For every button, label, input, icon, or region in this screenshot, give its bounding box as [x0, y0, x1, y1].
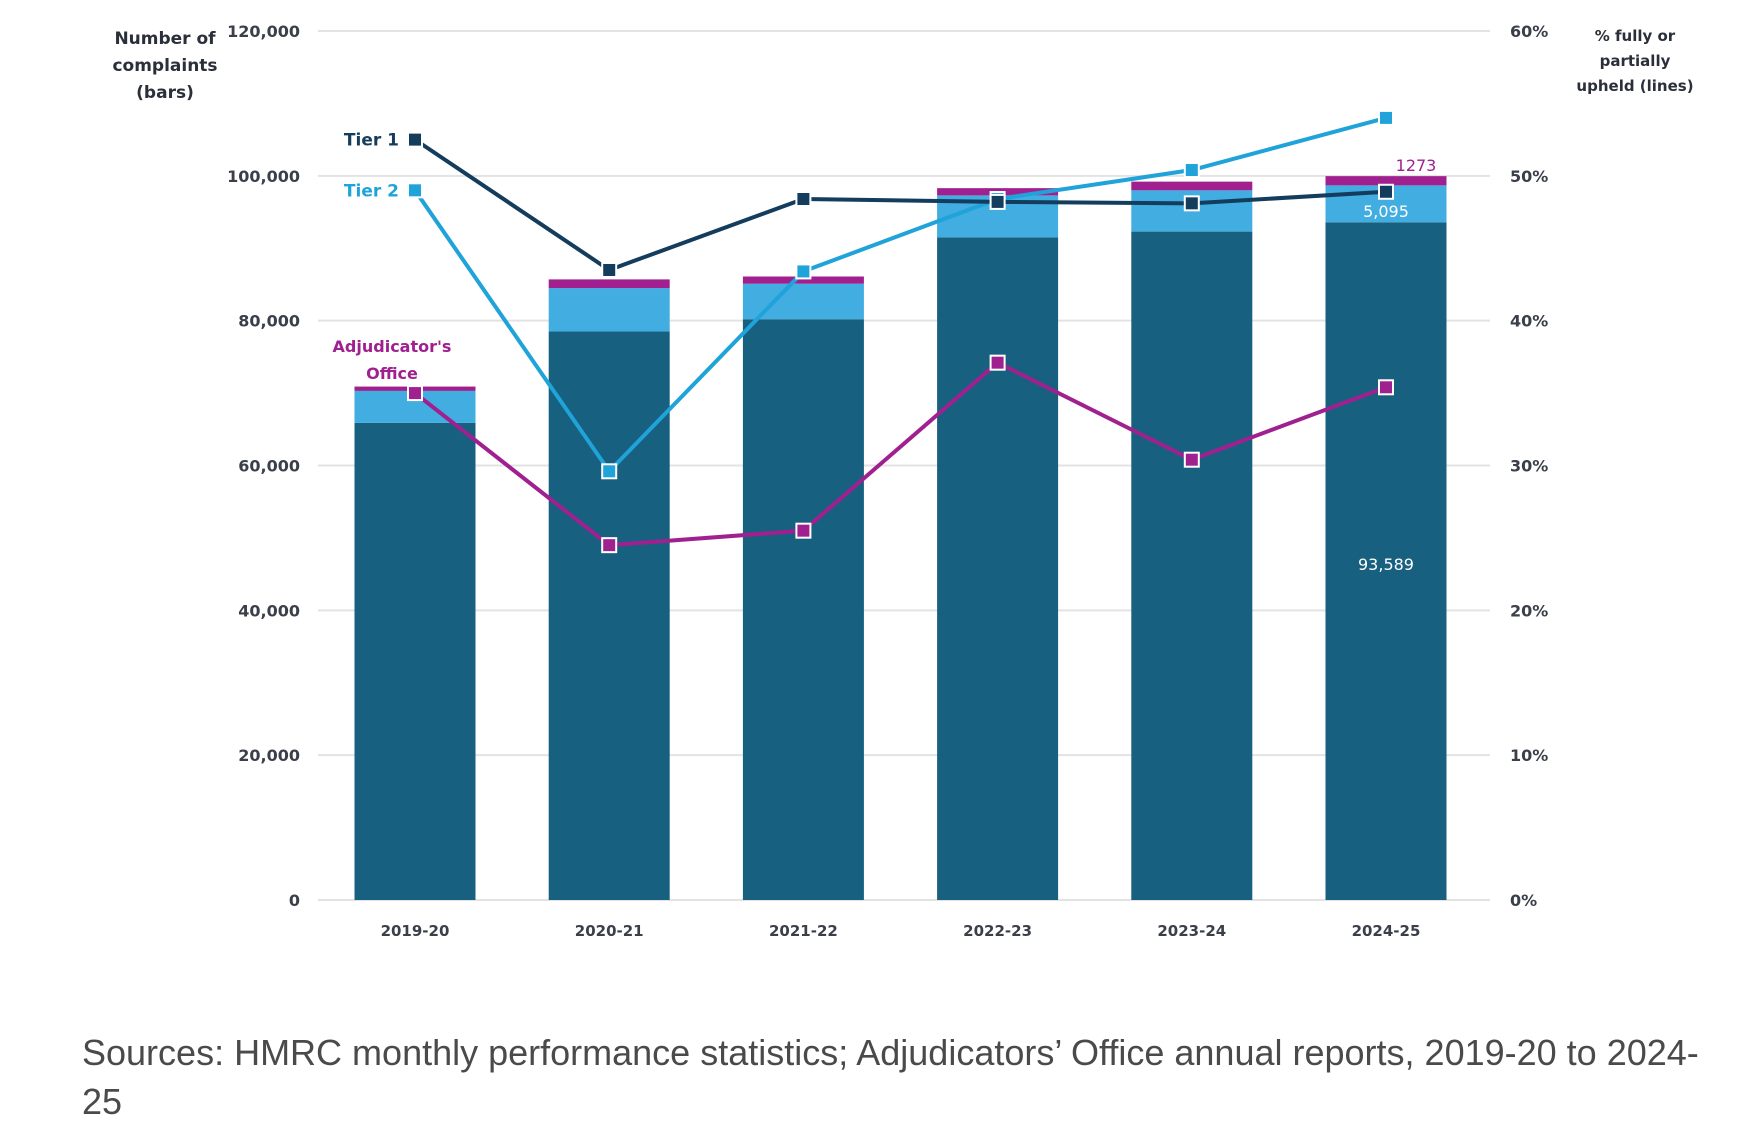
left-axis-title-line: (bars) [136, 83, 194, 103]
bar-segment [1325, 176, 1447, 186]
bar-segment [1131, 231, 1253, 900]
tier2-series-label: Tier 2 [344, 181, 399, 201]
series-line [413, 360, 1387, 548]
data-point-marker [407, 385, 423, 402]
complaints-chart: 020,00040,00060,00080,000100,000120,000 … [227, 22, 1548, 940]
source-note: Sources: HMRC monthly performance statis… [82, 1032, 1699, 1122]
data-point-marker [1378, 109, 1394, 126]
x-tick-label: 2024-25 [1352, 922, 1421, 940]
bar-segment [548, 279, 670, 289]
x-tick-label: 2021-22 [769, 922, 838, 940]
bar-segment [742, 276, 864, 284]
left-tick-label: 20,000 [238, 746, 300, 765]
bar-segment [548, 288, 670, 332]
bar-segment [1131, 181, 1253, 191]
right-tick-label: 60% [1510, 22, 1548, 41]
right-axis-title-line: % fully or [1594, 27, 1676, 45]
right-tick-label: 0% [1510, 891, 1537, 910]
x-tick-label: 2023-24 [1157, 922, 1226, 940]
left-axis-ticks: 0 20,000 40,000 60,000 80,000 100,000 120,000 [227, 22, 300, 910]
right-axis-title-line: upheld (lines) [1576, 77, 1694, 95]
data-point-marker [1183, 195, 1200, 212]
data-point-marker [1378, 183, 1394, 200]
x-tick-label: 2019-20 [381, 922, 450, 940]
data-point-marker [407, 131, 423, 148]
data-label-tier1: 93,589 [1358, 555, 1414, 574]
right-tick-label: 50% [1510, 167, 1548, 186]
tier1-series-label: Tier 1 [344, 131, 399, 151]
bar-segment [1325, 222, 1447, 901]
lines [407, 109, 1394, 554]
data-point-marker [601, 463, 618, 480]
left-axis-title-line: complaints [112, 56, 218, 76]
adjudicator-series-label: Office [366, 364, 418, 383]
data-point-marker [601, 261, 618, 278]
data-point-marker [1183, 451, 1200, 468]
right-axis-title: % fully or partially upheld (lines) [1560, 24, 1710, 99]
data-point-marker [795, 191, 812, 208]
gridlines [318, 30, 1490, 901]
left-tick-label: 60,000 [238, 457, 300, 476]
x-tick-label: 2022-23 [963, 922, 1032, 940]
right-axis-ticks: 0% 10% 20% 30% 40% 50% 60% [1510, 22, 1548, 910]
x-axis-ticks: 2019-20 2020-21 2021-22 2022-23 2023-24 2024-… [381, 922, 1421, 940]
data-point-marker [795, 522, 812, 539]
left-axis-title-line: Number of [114, 29, 216, 49]
series-line [413, 115, 1387, 474]
left-axis-title: Number of complaints (bars) [95, 26, 235, 107]
bar-segment [742, 319, 864, 900]
left-tick-label: 40,000 [238, 601, 300, 620]
bar-segment [354, 422, 476, 900]
left-tick-label: 80,000 [238, 312, 300, 331]
data-point-marker [1378, 379, 1394, 396]
data-point-marker [989, 193, 1006, 210]
left-tick-label: 120,000 [227, 22, 300, 41]
right-tick-label: 20% [1510, 601, 1548, 620]
x-tick-label: 2020-21 [575, 922, 644, 940]
data-point-marker [795, 263, 812, 280]
series-line [413, 137, 1387, 272]
data-point-marker [601, 537, 618, 554]
bar-segment [548, 331, 670, 900]
bars [354, 176, 1447, 901]
left-tick-label: 100,000 [227, 167, 300, 186]
data-point-marker [407, 182, 423, 199]
data-label-ao: 1273 [1396, 156, 1437, 175]
labels: Tier 1 Tier 2 Adjudicator's Office 1273 5,095… [333, 131, 1437, 574]
data-label-tier2: 5,095 [1363, 202, 1409, 221]
bar-segment [937, 237, 1059, 900]
data-point-marker [1183, 162, 1200, 179]
right-axis-title-line: partially [1599, 52, 1671, 70]
right-tick-label: 30% [1510, 457, 1548, 476]
adjudicator-series-label: Adjudicator's [333, 337, 452, 356]
right-tick-label: 40% [1510, 312, 1548, 331]
data-point-marker [989, 354, 1006, 371]
left-tick-label: 0 [289, 891, 300, 910]
right-tick-label: 10% [1510, 746, 1548, 765]
